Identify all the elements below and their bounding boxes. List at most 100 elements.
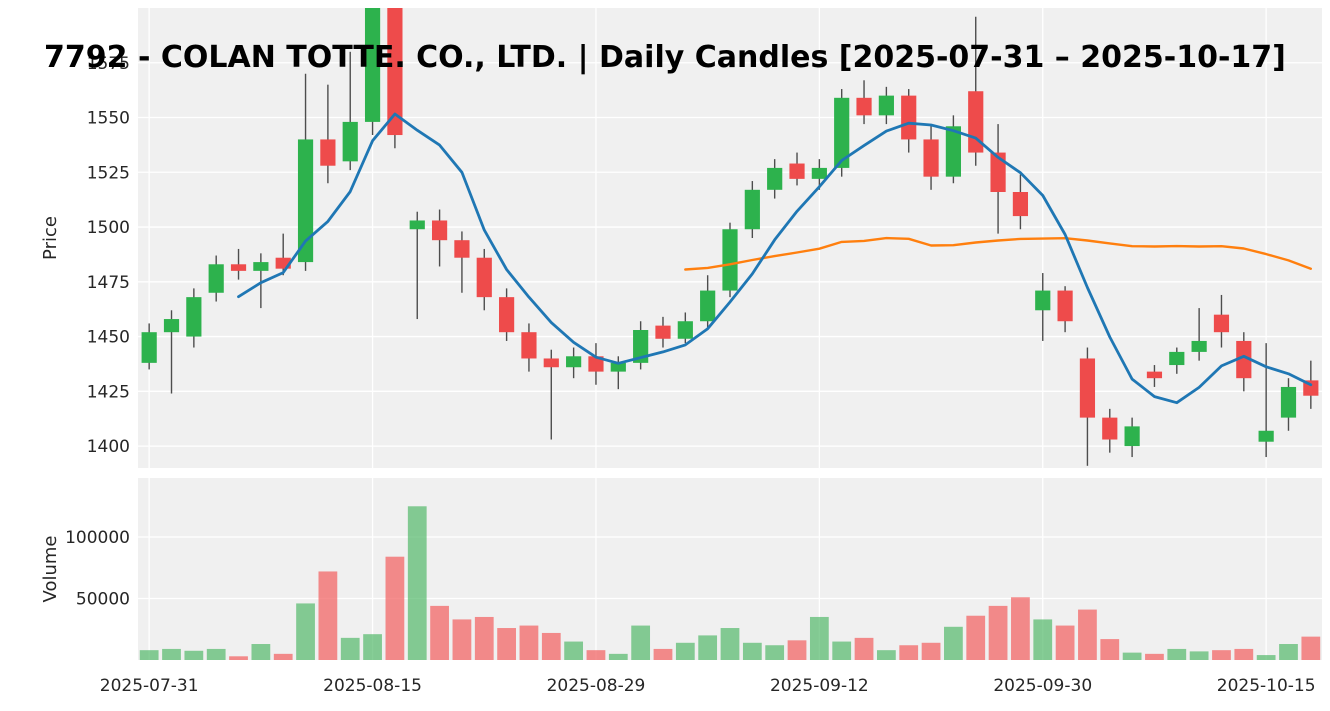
candle-body	[163, 319, 180, 333]
volume-bar	[698, 635, 718, 660]
volume-bar	[206, 648, 226, 660]
volume-axis-title: Volume	[40, 536, 61, 603]
volume-bar	[586, 650, 606, 660]
volume-bar	[1256, 655, 1276, 660]
volume-bar	[675, 642, 695, 660]
volume-bar	[474, 616, 494, 660]
volume-bar	[1301, 636, 1321, 660]
volume-bar	[742, 642, 762, 660]
candle-body	[1035, 290, 1051, 311]
volume-bar	[1189, 651, 1209, 660]
candle-body	[1079, 358, 1096, 418]
candle-body	[186, 297, 202, 337]
volume-bar	[1100, 639, 1120, 660]
candle-body	[744, 189, 760, 230]
candle-body	[141, 332, 157, 363]
volume-bar	[1055, 625, 1075, 660]
price-axis-title: Price	[40, 216, 61, 260]
volume-bar	[385, 556, 405, 660]
candle-body	[476, 257, 492, 298]
price-tick-label: 1500	[87, 218, 130, 238]
price-tick-label: 1550	[87, 109, 130, 129]
volume-bar	[430, 605, 449, 660]
x-tick-label: 2025-09-30	[993, 676, 1092, 696]
volume-bar	[1078, 609, 1097, 660]
volume-bar	[564, 641, 584, 660]
volume-bar	[988, 605, 1008, 660]
candle-body	[1102, 417, 1118, 440]
candle-body	[409, 220, 425, 230]
volume-bar	[1167, 648, 1187, 660]
candle-body	[767, 167, 783, 190]
volume-bar	[1033, 619, 1053, 660]
candle-body	[901, 95, 917, 140]
price-tick-label: 1475	[87, 273, 130, 293]
candle-body	[387, 8, 403, 136]
volume-tick-label: 100000	[65, 528, 130, 548]
candle-body	[499, 297, 515, 333]
candle-body	[320, 139, 336, 166]
price-tick-label: 1425	[87, 382, 130, 402]
candles	[141, 8, 1319, 466]
volume-bar	[1145, 653, 1164, 660]
volume-bar	[1234, 648, 1254, 660]
candle-body	[275, 257, 291, 269]
volume-bar	[318, 571, 338, 660]
candle-body	[1213, 314, 1230, 333]
axis-labels: 1575 1550 1525 1500 1475 1450 1425 1400 100000 50…	[40, 54, 1316, 696]
x-tick-label: 2025-07-31	[100, 676, 199, 696]
x-tick-label: 2025-09-12	[770, 676, 869, 696]
volume-tick-label: 50000	[76, 590, 130, 610]
x-tick-label: 2025-08-29	[547, 676, 646, 696]
volume-bar	[608, 653, 628, 660]
candle-body	[610, 362, 626, 372]
price-tick-label: 1525	[87, 163, 130, 183]
volume-bar	[541, 632, 561, 660]
volume-bar	[653, 648, 673, 660]
volume-bar	[184, 650, 204, 660]
chart-title: 7792 - COLAN TOTTE. CO., LTD. | Daily Ca…	[44, 40, 1286, 75]
volume-bar	[251, 644, 271, 660]
volume-bar	[787, 640, 807, 660]
candle-body	[923, 139, 939, 177]
candle-body	[856, 97, 872, 116]
volume-bar	[944, 626, 963, 660]
ma-long-line	[684, 236, 1313, 271]
candle-body	[677, 321, 693, 339]
volume-bar	[229, 656, 248, 660]
volume-bar	[809, 616, 829, 660]
candle-body	[431, 220, 448, 241]
volume-bar	[765, 645, 785, 660]
candle-body	[208, 264, 224, 293]
volume-bar	[497, 628, 516, 660]
volume-bar	[631, 625, 651, 660]
ma-short-line	[237, 112, 1313, 405]
candle-body	[1169, 351, 1185, 366]
candle-body	[834, 97, 850, 168]
volume-bars	[139, 506, 1321, 660]
x-tick-label: 2025-08-15	[323, 676, 422, 696]
candle-body	[700, 290, 716, 322]
candle-body	[230, 264, 247, 271]
volume-bar	[1279, 644, 1298, 660]
candle-body	[588, 356, 604, 372]
volume-bar	[1122, 652, 1142, 660]
volume-bar	[273, 653, 293, 660]
price-tick-label: 1400	[87, 437, 130, 457]
candle-body	[990, 152, 1006, 192]
candle-body	[253, 262, 269, 271]
volume-bar	[966, 615, 986, 660]
volume-bar	[139, 650, 159, 660]
volume-bar	[854, 637, 874, 660]
candle-body	[364, 8, 381, 122]
candle-body	[521, 332, 537, 359]
volume-bar	[1011, 597, 1030, 660]
candle-body	[655, 325, 671, 339]
volume-bar	[340, 637, 360, 660]
candle-body	[811, 167, 827, 179]
candle-body	[1236, 340, 1252, 379]
candle-body	[1280, 386, 1297, 418]
candle-body	[878, 95, 894, 116]
